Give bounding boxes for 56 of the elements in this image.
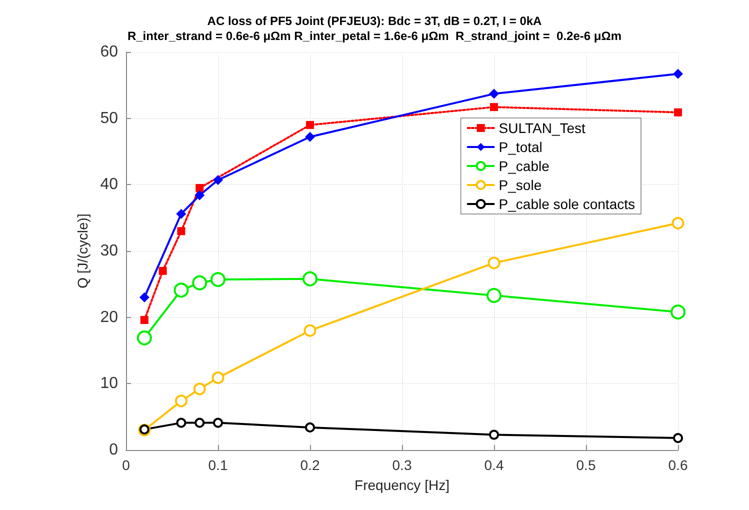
point	[305, 132, 315, 142]
x-tick-label: 0.5	[576, 457, 596, 473]
point	[212, 371, 224, 384]
point	[194, 190, 205, 200]
point	[194, 418, 205, 428]
y-tick-label: 30	[100, 242, 118, 260]
point	[674, 108, 682, 116]
point	[192, 275, 208, 290]
point	[489, 430, 499, 440]
y-tick-label: 10	[100, 375, 118, 392]
point	[136, 330, 152, 346]
x-tick-label: 0.1	[208, 457, 228, 473]
x-tick-label: 0.6	[668, 457, 688, 473]
point	[177, 227, 186, 236]
point	[210, 272, 226, 288]
x-tick-label: 0.3	[392, 457, 412, 473]
legend-label: P_cable	[498, 158, 550, 174]
point	[673, 433, 683, 444]
point	[673, 68, 683, 79]
y-tick-label: 50	[100, 110, 118, 127]
point	[193, 382, 206, 396]
point	[486, 288, 502, 303]
y-tick-label: 40	[100, 176, 118, 194]
point	[670, 304, 686, 320]
x-tick-label: 0	[122, 457, 130, 473]
point	[305, 422, 315, 432]
legend-label: SULTAN_Test	[498, 120, 586, 136]
point	[158, 266, 167, 275]
chart-title: AC loss of PF5 Joint (PFJEU3): Bdc = 3T, dB = 0.2T, I = 0kA	[207, 14, 542, 28]
x-axis-title: Frequency [Hz]	[354, 477, 450, 493]
legend-label: P_total	[498, 139, 542, 155]
point	[304, 324, 316, 337]
point	[302, 271, 318, 286]
point	[174, 282, 189, 298]
point	[139, 292, 150, 302]
point	[196, 184, 204, 192]
legend-label: P_cable sole contacts	[498, 196, 636, 212]
point	[213, 418, 223, 428]
point	[213, 175, 223, 186]
y-axis-title: Q [J/(cycle)]	[74, 214, 90, 288]
point	[488, 256, 500, 270]
x-tick-label: 0.2	[300, 457, 320, 473]
point	[672, 216, 684, 230]
point	[176, 208, 186, 219]
point	[489, 88, 499, 99]
x-tick-label: 0.4	[484, 457, 504, 473]
legend-label: P_sole	[498, 177, 542, 193]
y-tick-label: 0	[109, 442, 118, 458]
y-tick-label: 20	[100, 308, 118, 326]
point	[306, 120, 314, 129]
point	[140, 316, 148, 324]
y-tick-label: 60	[100, 44, 118, 60]
point	[176, 418, 186, 428]
point	[490, 103, 498, 112]
chart-subtitle: R_inter_strand = 0.6e-6 μΩm R_inter_petal = 1.6e-6 μΩm R_strand_joint = 0.2e-6 μΩm	[127, 29, 622, 43]
point	[174, 394, 188, 408]
